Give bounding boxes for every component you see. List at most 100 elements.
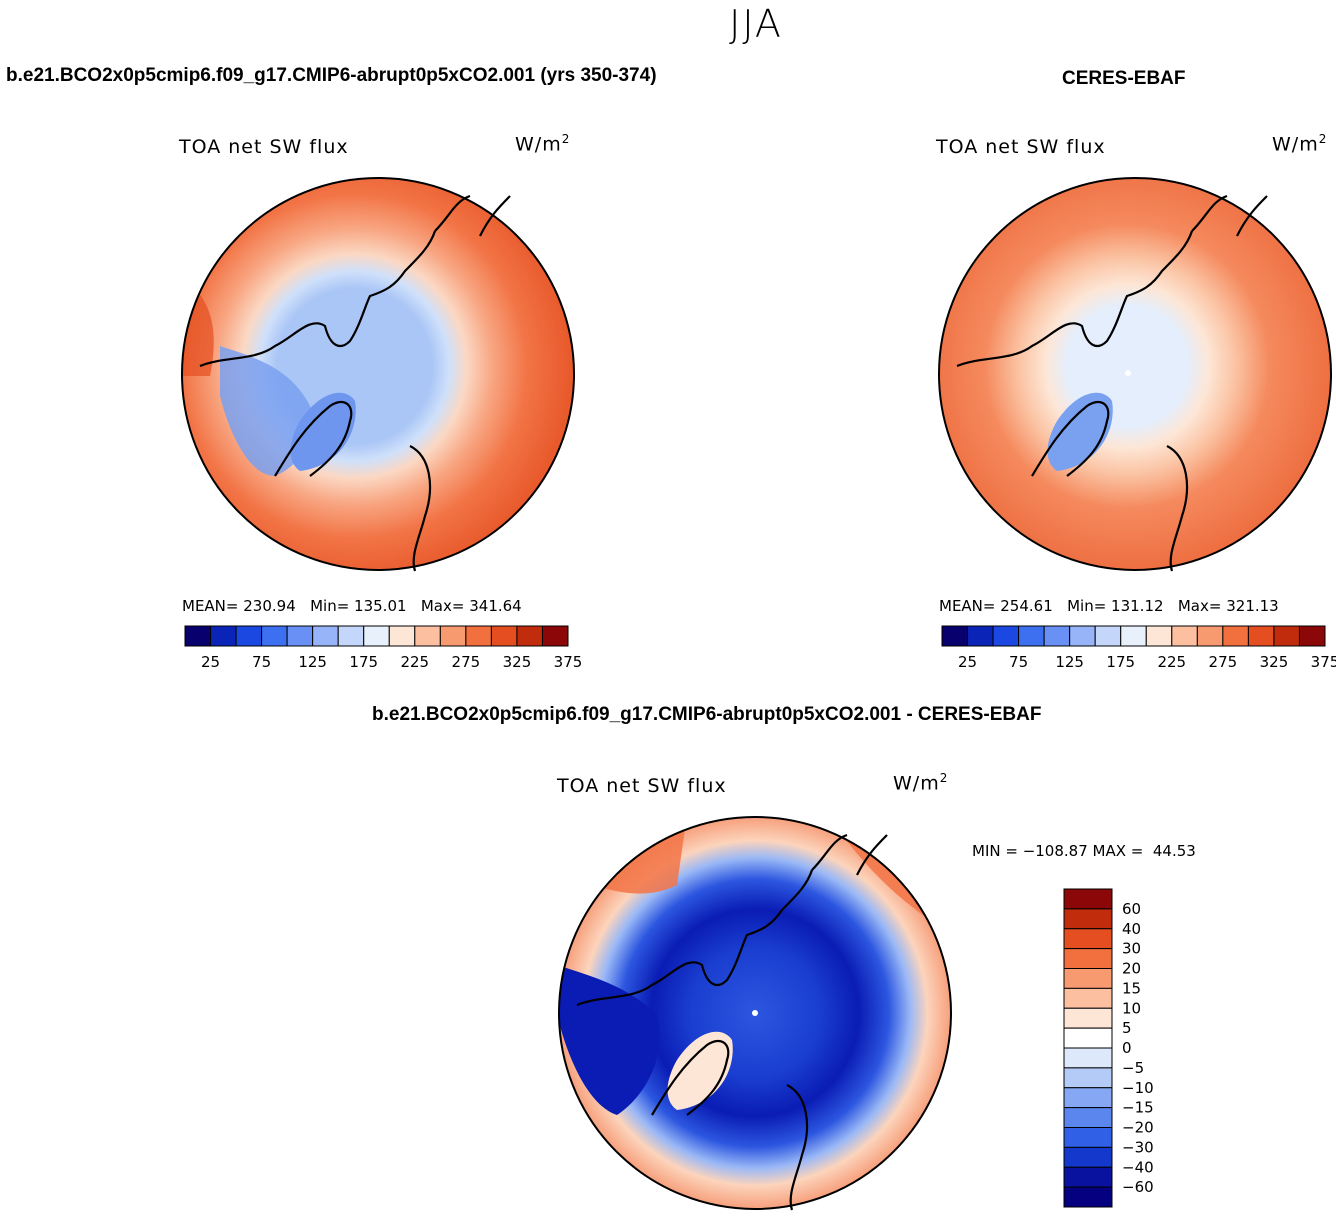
colorbar-tick-label: 125 — [1055, 653, 1084, 671]
colorbar-tick-label: 60 — [1122, 900, 1141, 918]
colorbar-tick-label: 225 — [1157, 653, 1186, 671]
colorbar-swatch — [312, 625, 339, 647]
model-case-title: b.e21.BCO2x0p5cmip6.f09_g17.CMIP6-abrupt… — [6, 65, 657, 86]
colorbar-swatch — [992, 625, 1020, 647]
colorbar-swatch — [1063, 1146, 1113, 1168]
colorbar-swatch — [516, 625, 543, 647]
colorbar-swatch — [1273, 625, 1300, 647]
diff-map-border — [558, 816, 952, 1210]
obs-stats: MEAN= 254.61 Min= 131.12 Max= 321.13 — [939, 597, 1279, 615]
colorbar-tick-label: 225 — [400, 653, 429, 671]
colorbar-tick-label: −15 — [1122, 1099, 1154, 1117]
colorbar-swatch — [1222, 625, 1249, 647]
obs-coastlines — [956, 194, 1268, 572]
model-map-border — [181, 177, 575, 571]
colorbar-tick-label: 25 — [201, 653, 220, 671]
model-coastlines — [199, 194, 511, 572]
colorbar-swatch — [1063, 1087, 1113, 1109]
colorbar-swatch — [1063, 1007, 1113, 1029]
colorbar-tick-label: −10 — [1122, 1079, 1154, 1097]
colorbar-swatch — [1120, 625, 1147, 647]
colorbar-swatch — [967, 625, 994, 647]
colorbar-swatch — [490, 625, 518, 647]
model-colorbar-ticks: 25 75 125 175 225 275 325 375 — [201, 653, 582, 671]
colorbar-tick-label: 325 — [503, 653, 532, 671]
diff-plot-title: TOA net SW flux — [557, 775, 727, 797]
obs-polar-map — [938, 177, 1332, 572]
colorbar-swatch — [1063, 928, 1113, 950]
colorbar-tick-label: 325 — [1260, 653, 1289, 671]
colorbar-tick-label: 275 — [1209, 653, 1238, 671]
obs-colorbar-ticks: 25 75 125 175 225 275 325 375 — [958, 653, 1336, 671]
colorbar-tick-label: −30 — [1122, 1138, 1154, 1156]
colorbar-swatch — [1298, 625, 1326, 647]
main-title: JJA — [729, 2, 783, 46]
model-units: W/m2 — [515, 132, 571, 156]
colorbar-swatch — [1094, 625, 1122, 647]
colorbar-tick-label: 5 — [1122, 1019, 1132, 1037]
colorbar-tick-label: −40 — [1122, 1158, 1154, 1176]
colorbar-tick-label: 375 — [554, 653, 583, 671]
diff-polar-map — [558, 816, 952, 1211]
colorbar-swatch — [1063, 1067, 1113, 1089]
colorbar-swatch — [184, 625, 212, 647]
colorbar-tick-label: 20 — [1122, 960, 1141, 978]
colorbar-swatch — [1063, 1027, 1113, 1049]
colorbar-swatch — [1063, 1127, 1113, 1148]
colorbar-swatch — [1063, 1166, 1113, 1188]
diff-minmax: MIN = −108.87 MAX = 44.53 — [972, 842, 1196, 860]
colorbar-swatch — [1063, 1047, 1113, 1069]
colorbar-swatch — [388, 625, 416, 647]
colorbar-swatch — [1247, 625, 1275, 647]
colorbar-tick-label: 175 — [1106, 653, 1135, 671]
model-canada-region — [220, 346, 313, 476]
colorbar-tick-label: 75 — [1009, 653, 1028, 671]
diff-colorbar — [1063, 888, 1113, 1208]
colorbar-swatch — [1196, 625, 1224, 647]
diff-case-title: b.e21.BCO2x0p5cmip6.f09_g17.CMIP6-abrupt… — [372, 704, 1042, 725]
obs-pole-point — [1125, 370, 1131, 376]
colorbar-tick-label: 25 — [958, 653, 977, 671]
obs-plot-title: TOA net SW flux — [936, 136, 1106, 158]
colorbar-swatch — [1018, 625, 1045, 647]
colorbar-swatch — [1063, 968, 1113, 989]
model-plot-title: TOA net SW flux — [179, 136, 349, 158]
diff-units: W/m2 — [893, 771, 949, 795]
diff-pacific-positive — [559, 817, 687, 894]
diff-pole-point — [752, 1010, 758, 1016]
colorbar-swatch — [465, 625, 492, 647]
colorbar-tick-label: 0 — [1122, 1039, 1132, 1057]
colorbar-swatch — [1063, 888, 1113, 910]
colorbar-swatch — [286, 625, 314, 647]
colorbar-tick-label: 75 — [252, 653, 271, 671]
diff-greenland-positive — [667, 1031, 733, 1110]
model-polar-map — [181, 177, 575, 572]
colorbar-tick-label: 15 — [1122, 979, 1141, 997]
colorbar-swatch — [261, 625, 288, 647]
colorbar-tick-label: 375 — [1311, 653, 1336, 671]
colorbar-swatch — [1145, 625, 1173, 647]
colorbar-swatch — [363, 625, 390, 647]
model-colorbar — [184, 625, 569, 647]
colorbar-tick-label: 175 — [349, 653, 378, 671]
colorbar-swatch — [1171, 625, 1198, 647]
colorbar-tick-label: 275 — [452, 653, 481, 671]
obs-field — [939, 178, 1331, 570]
colorbar-swatch — [1063, 1186, 1113, 1208]
obs-units: W/m2 — [1272, 132, 1328, 156]
colorbar-tick-label: 40 — [1122, 920, 1141, 938]
colorbar-swatch — [1063, 1107, 1113, 1128]
colorbar-swatch — [337, 625, 365, 647]
diff-coastlines — [576, 833, 888, 1211]
colorbar-tick-label: −5 — [1122, 1059, 1144, 1077]
colorbar-tick-label: 125 — [298, 653, 327, 671]
obs-greenland-region — [1047, 392, 1113, 471]
colorbar-swatch — [1063, 948, 1113, 969]
model-stats: MEAN= 230.94 Min= 135.01 Max= 341.64 — [182, 597, 522, 615]
colorbar-swatch — [1063, 908, 1113, 930]
colorbar-swatch — [439, 625, 467, 647]
colorbar-swatch — [235, 625, 263, 647]
colorbar-swatch — [941, 625, 969, 647]
colorbar-swatch — [541, 625, 569, 647]
obs-colorbar — [941, 625, 1326, 647]
